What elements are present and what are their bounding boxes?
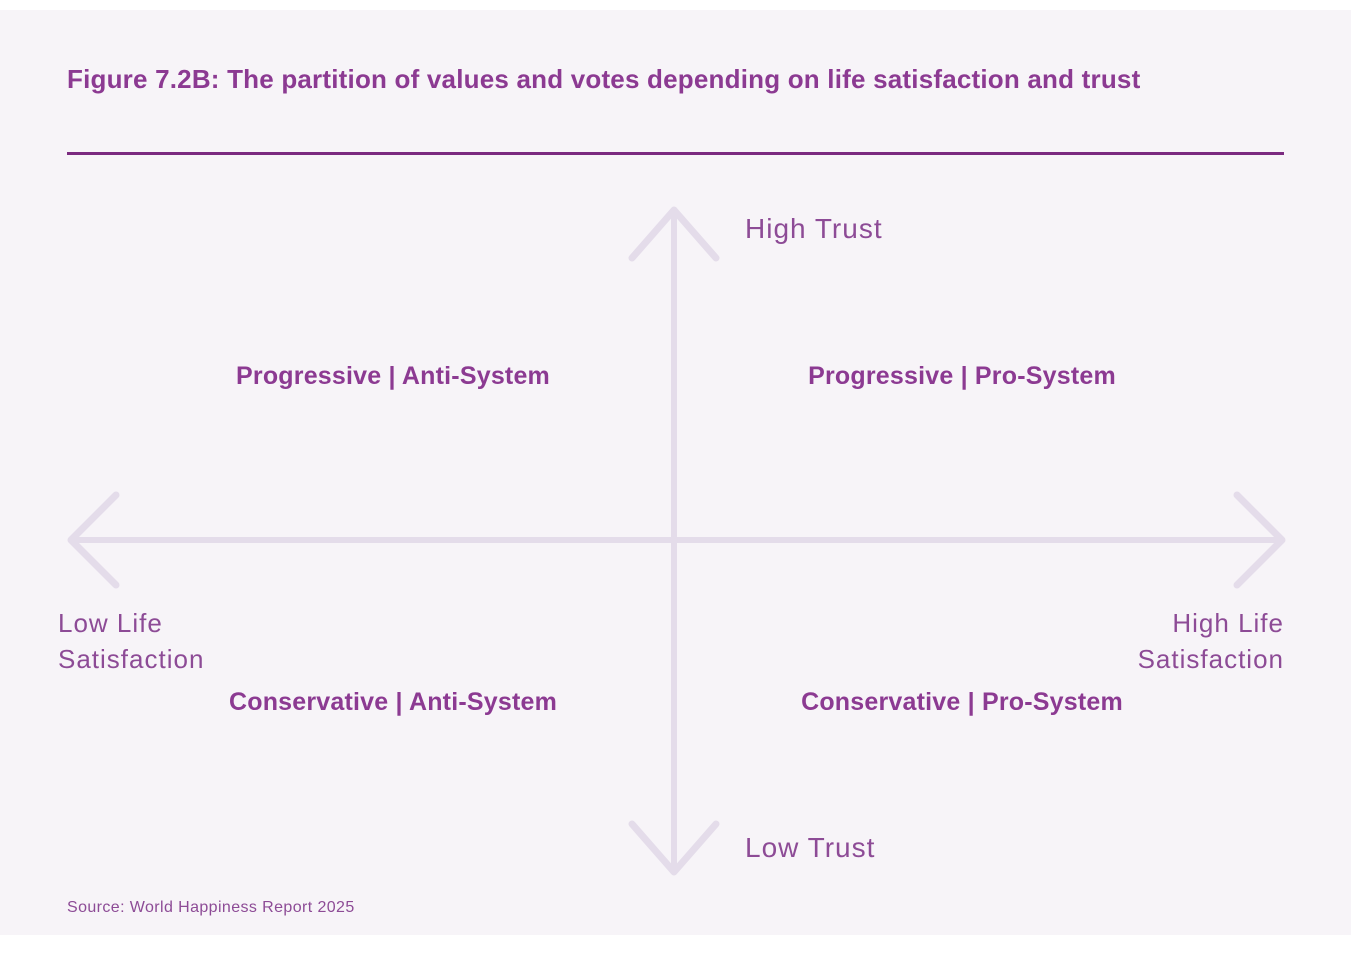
quadrant-label-progressive-pro-system: Progressive | Pro-System [808,362,1116,390]
life-satisfaction-axis-left-arrowhead-icon [67,491,120,589]
axis-label-high-trust: High Trust [745,213,883,244]
quadrant-label-conservative-pro-system: Conservative | Pro-System [801,688,1123,716]
axis-label-high-life-satisfaction: High Life Satisfaction [1137,608,1284,674]
quadrant-label-progressive-anti-system: Progressive | Anti-System [236,362,550,390]
quadrant-label-conservative-anti-system: Conservative | Anti-System [228,688,558,716]
trust-axis-up-arrowhead-icon [628,206,720,262]
life-satisfaction-axis-right-arrowhead-icon [1233,491,1286,589]
trust-axis-down-arrowhead-icon [628,820,720,876]
axis-label-low-life-satisfaction: Low Life Satisfaction [58,608,205,674]
source-note: Source: World Happiness Report 2025 [67,899,355,916]
figure-title: Figure 7.2B: The partition of values and… [67,64,1141,94]
axis-label-low-trust: Low Trust [745,832,876,863]
title-divider-rule [67,152,1284,155]
